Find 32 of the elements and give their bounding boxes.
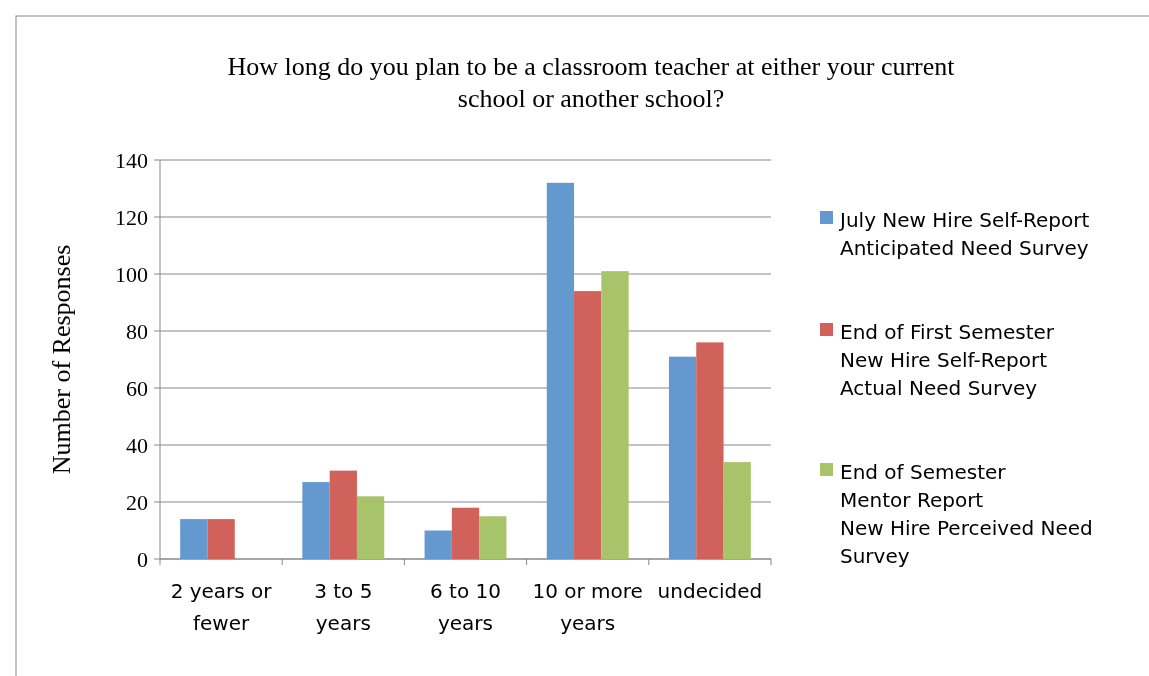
x-tick-label: 2 years or fewer [170,579,273,635]
y-tick-label: 100 [115,261,148,287]
chart-title: How long do you plan to be a classroom teacher at either your current school or another school? [227,52,956,113]
y-tick-label: 0 [137,546,148,572]
y-tick-label: 80 [126,318,148,344]
legend-label: End of First Semester New Hire Self-Report Actual Need Survey [840,320,1055,400]
y-tick-label: 140 [115,147,148,173]
y-tick-label: 40 [126,432,148,458]
y-tick-label: 20 [126,489,148,515]
x-tick-label: 3 to 5 years [314,579,373,635]
legend-label: End of Semester Mentor Report New Hire Perceived Need Survey [840,460,1093,568]
bar [668,356,697,559]
legend-label: July New Hire Self-Report Anticipated Need Survey [838,208,1090,260]
bar [546,182,575,559]
bar [723,462,751,559]
bar [207,519,235,559]
y-tick-label: 60 [126,375,148,401]
y-axis-title: Number of Responses [47,244,76,475]
bar [601,271,629,559]
bar [329,470,357,559]
bar [479,516,507,559]
bar [302,482,330,559]
x-tick-label: 10 or more years [532,579,643,635]
bar [424,530,452,559]
bar [356,496,385,559]
bar [574,291,602,559]
x-tick-label: 6 to 10 years [430,579,501,635]
bar [180,519,208,559]
bar [696,342,724,559]
x-tick-label: undecided [657,579,763,603]
bar [451,507,480,559]
y-tick-label: 120 [115,204,148,230]
